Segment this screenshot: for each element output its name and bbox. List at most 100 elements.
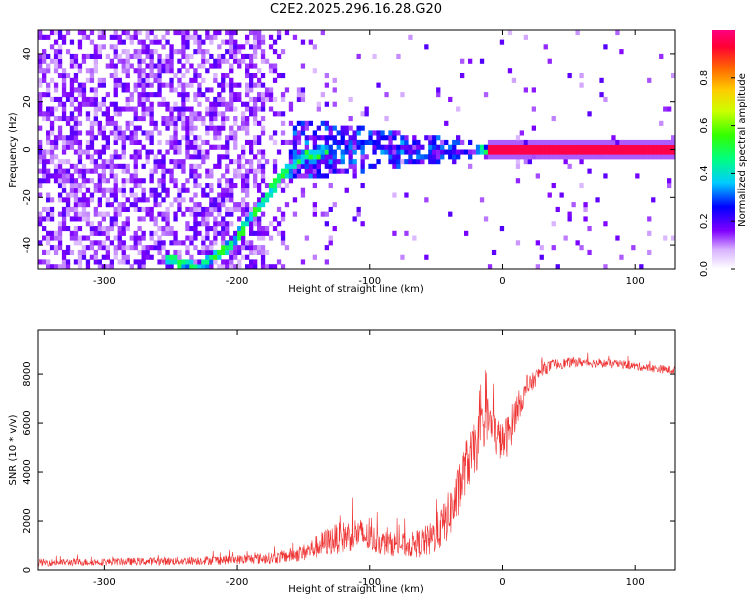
heatmap-cell bbox=[69, 63, 75, 69]
heatmap-cell bbox=[189, 154, 194, 160]
heatmap-cell bbox=[38, 96, 43, 102]
heatmap-cell bbox=[145, 73, 150, 79]
heatmap-cell bbox=[647, 77, 652, 83]
heatmap-cell bbox=[213, 116, 218, 122]
heatmap-cell bbox=[217, 154, 222, 160]
heatmap-cell bbox=[260, 249, 266, 255]
heatmap-cell bbox=[173, 116, 178, 122]
heatmap-cell bbox=[93, 249, 98, 255]
heatmap-cell bbox=[81, 168, 87, 174]
heatmap-cell bbox=[165, 139, 170, 145]
heatmap-cell bbox=[177, 144, 182, 150]
heatmap-cell bbox=[479, 197, 485, 203]
heatmap-cell bbox=[185, 264, 190, 269]
heatmap-cell bbox=[113, 206, 118, 212]
heatmap-cell bbox=[356, 130, 361, 136]
heatmap-cell bbox=[571, 139, 576, 145]
heatmap-cell bbox=[619, 49, 624, 55]
heatmap-cell bbox=[149, 168, 154, 174]
heatmap-cell bbox=[272, 159, 278, 165]
heatmap-cell bbox=[153, 34, 158, 40]
heatmap-cell bbox=[316, 159, 321, 165]
heatmap-cell bbox=[272, 111, 278, 117]
heatmap-cell bbox=[264, 92, 270, 98]
heatmap-cell bbox=[181, 159, 186, 165]
heatmap-cell bbox=[181, 197, 186, 203]
heatmap-cell bbox=[372, 139, 377, 145]
heatmap-cell bbox=[312, 159, 317, 165]
heatmap-cell bbox=[181, 168, 186, 174]
heatmap-cell bbox=[85, 116, 91, 122]
heatmap-cell bbox=[264, 96, 270, 102]
heatmap-cell bbox=[567, 73, 572, 79]
heatmap-cell bbox=[559, 154, 564, 160]
heatmap-cell bbox=[125, 63, 130, 69]
heatmap-cell bbox=[292, 125, 298, 131]
heatmap-cell bbox=[205, 154, 210, 160]
heatmap-cell bbox=[603, 221, 608, 227]
heatmap-cell bbox=[129, 92, 134, 98]
heatmap-cell bbox=[121, 187, 126, 193]
heatmap-cell bbox=[332, 139, 337, 145]
x-tick-label: -300 bbox=[93, 577, 116, 588]
heatmap-cell bbox=[125, 34, 130, 40]
heatmap-cell bbox=[221, 144, 226, 150]
heatmap-cell bbox=[555, 154, 560, 160]
heatmap-cell bbox=[292, 159, 298, 165]
heatmap-cell bbox=[448, 211, 453, 217]
heatmap-cell bbox=[384, 116, 389, 122]
heatmap-cell bbox=[312, 163, 317, 169]
heatmap-cell bbox=[73, 135, 79, 141]
heatmap-cell bbox=[97, 30, 102, 36]
heatmap-cell bbox=[479, 58, 485, 64]
heatmap-cell bbox=[639, 144, 644, 150]
heatmap-cell bbox=[177, 49, 182, 55]
heatmap-cell bbox=[360, 168, 365, 174]
colorbar-gradient bbox=[712, 30, 735, 269]
heatmap-cell bbox=[117, 202, 122, 208]
heatmap-cell bbox=[137, 183, 142, 189]
heatmap-cell bbox=[141, 111, 146, 117]
heatmap-cell bbox=[57, 192, 63, 198]
heatmap-cell bbox=[121, 130, 126, 136]
heatmap-cell bbox=[97, 101, 102, 107]
heatmap-cell bbox=[253, 44, 258, 50]
heatmap-cell bbox=[69, 125, 75, 131]
heatmap-cell bbox=[57, 240, 63, 246]
heatmap-cell bbox=[197, 111, 202, 117]
heatmap-cell bbox=[336, 139, 341, 145]
heatmap-cell bbox=[85, 154, 91, 160]
heatmap-cell bbox=[73, 168, 79, 174]
heatmap-cell bbox=[121, 245, 126, 251]
heatmap-cell bbox=[89, 101, 95, 107]
heatmap-cell bbox=[149, 63, 154, 69]
heatmap-cell bbox=[324, 120, 329, 126]
heatmap-cell bbox=[551, 154, 556, 160]
heatmap-cell bbox=[193, 96, 198, 102]
heatmap-cell bbox=[177, 240, 182, 246]
heatmap-cell bbox=[531, 149, 536, 155]
heatmap-cell bbox=[607, 154, 612, 160]
heatmap-cell bbox=[173, 159, 178, 165]
colorbar-tick-label: 0.8 bbox=[699, 70, 710, 86]
heatmap-cell bbox=[599, 139, 604, 145]
colorbar-tick-label: 0.6 bbox=[699, 118, 710, 134]
heatmap-cell bbox=[185, 135, 190, 141]
heatmap-cell bbox=[117, 130, 122, 136]
heatmap-cell bbox=[149, 111, 154, 117]
heatmap-cell bbox=[125, 197, 130, 203]
heatmap-cell bbox=[229, 206, 234, 212]
heatmap-cell bbox=[97, 44, 102, 50]
heatmap-cell bbox=[209, 116, 214, 122]
heatmap-cell bbox=[543, 149, 548, 155]
heatmap-cell bbox=[85, 139, 91, 145]
heatmap-cell bbox=[209, 125, 214, 131]
heatmap-cell bbox=[125, 135, 130, 141]
heatmap-cell bbox=[161, 154, 166, 160]
heatmap-cell bbox=[38, 68, 43, 74]
heatmap-cell bbox=[77, 249, 83, 255]
heatmap-cell bbox=[663, 106, 668, 112]
heatmap-cell bbox=[193, 77, 198, 83]
heatmap-cell bbox=[213, 259, 218, 265]
heatmap-cell bbox=[193, 235, 198, 241]
